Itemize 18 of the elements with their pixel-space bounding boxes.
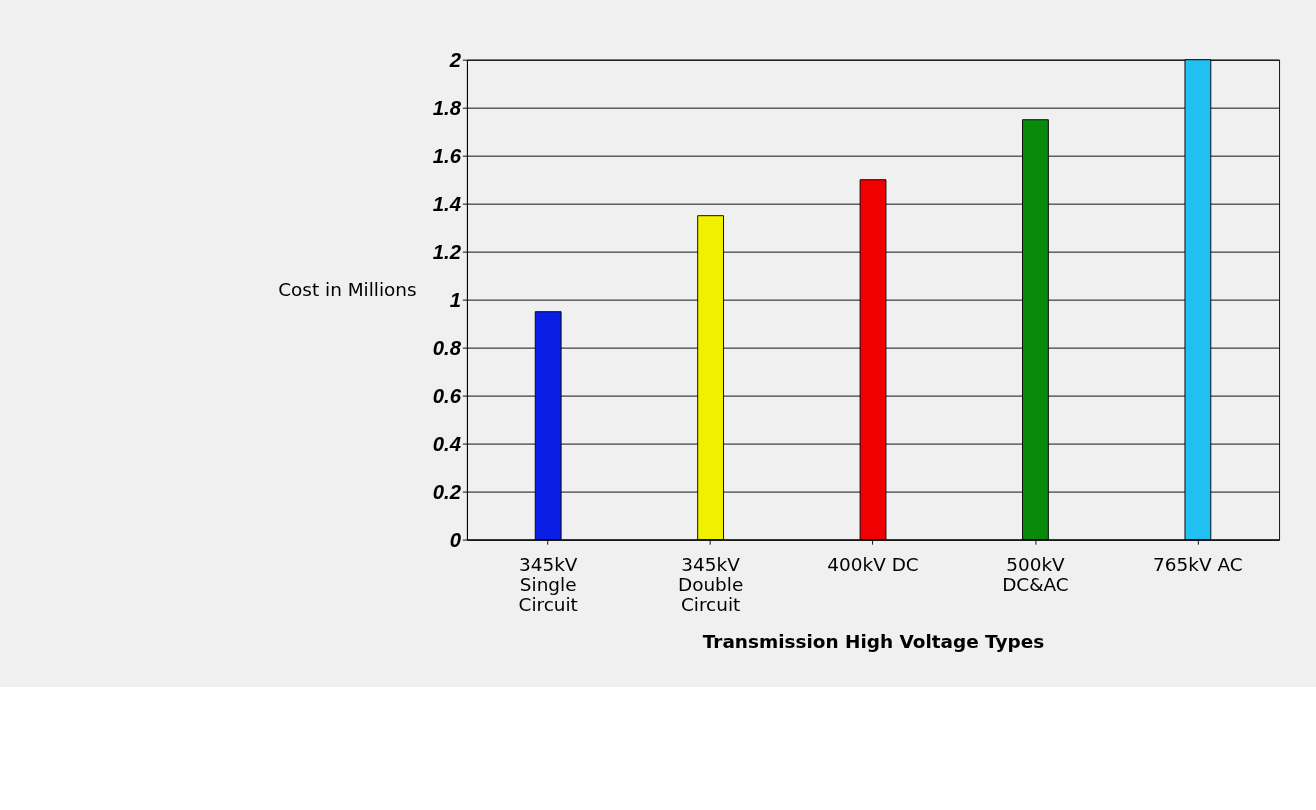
x-tick-label: 500kV DC&AC	[1002, 553, 1069, 595]
y-tick-label: 0.4	[432, 432, 461, 455]
y-tick-label: 0.6	[432, 384, 462, 407]
y-tick-label: 2	[448, 48, 462, 71]
y-tick-label: 1.4	[432, 192, 461, 215]
y-tick-label: 0	[449, 528, 462, 551]
x-tick-label: 400kV DC	[827, 553, 919, 575]
y-tick-label: 1	[449, 288, 461, 311]
y-tick-label: 0.8	[432, 336, 462, 359]
y-axis-title: Cost in Millions	[278, 279, 417, 301]
x-axis-title: Transmission High Voltage Types	[702, 631, 1045, 653]
x-tick-label: 765kV AC	[1153, 553, 1243, 575]
y-tick-label: 0.2	[432, 480, 462, 503]
y-tick-label: 1.2	[432, 240, 462, 263]
x-tick-label: 345kV Double Circuit	[677, 553, 744, 616]
x-tick-label: 345kV Single Circuit	[518, 553, 578, 616]
y-tick-label: 1.6	[432, 144, 462, 167]
y-tick-label: 1.8	[432, 96, 462, 119]
